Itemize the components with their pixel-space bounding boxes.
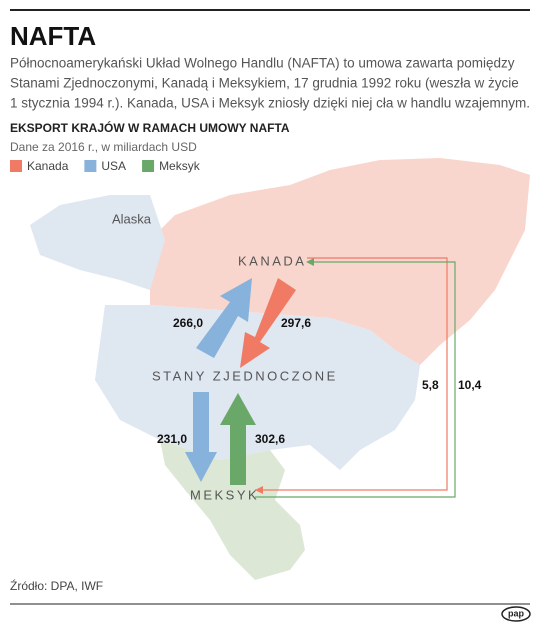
flow-value: 302,6 (255, 432, 285, 446)
legend-label: Meksyk (159, 159, 201, 173)
map: Alaska KANADA STANY ZJEDNOCZONE MEKSYK 2… (30, 158, 530, 580)
flow-arrow (220, 393, 256, 485)
flow-value: 297,6 (281, 316, 311, 330)
flow-arrow (240, 278, 296, 368)
description-line: Stanami Zjednoczonymi, Kanadą i Meksykie… (10, 76, 519, 91)
region-label: Alaska (112, 211, 152, 226)
description-line: 1 stycznia 1994 r.). Kanada, USA i Meksy… (10, 96, 530, 111)
region-label: STANY ZJEDNOCZONE (152, 368, 338, 383)
flow-line (255, 257, 448, 491)
flow-value: 5,8 (422, 378, 439, 392)
flow-value: 266,0 (173, 316, 203, 330)
flow-value: 10,4 (458, 378, 482, 392)
usa (95, 305, 420, 470)
section-title: EKSPORT KRAJÓW W RAMACH UMOWY NAFTA (10, 120, 290, 135)
arrowhead (306, 258, 314, 266)
alaska (30, 195, 165, 290)
flow-arrow (196, 278, 252, 358)
region-label: KANADA (238, 253, 306, 268)
region-label: MEKSYK (190, 487, 259, 502)
arrowhead (255, 486, 263, 494)
description-line: Północnoamerykański Układ Wolnego Handlu… (10, 56, 515, 71)
legend-swatch (142, 160, 155, 172)
mexico (160, 440, 305, 580)
flow-arrow (185, 392, 217, 482)
legend-swatch (84, 160, 97, 172)
legend-label: Kanada (27, 159, 69, 173)
flow-value: 231,0 (157, 432, 187, 446)
flow-line (255, 261, 456, 498)
legend: Kanada USA Meksyk (10, 159, 201, 173)
logo: pap (508, 608, 525, 618)
source: Źródło: DPA, IWF (10, 578, 103, 593)
logo-badge (501, 606, 531, 622)
legend-label: USA (101, 159, 126, 173)
legend-swatch (10, 160, 22, 172)
subtitle: Dane za 2016 r., w miliardach USD (10, 140, 197, 154)
title: NAFTA (10, 21, 96, 51)
